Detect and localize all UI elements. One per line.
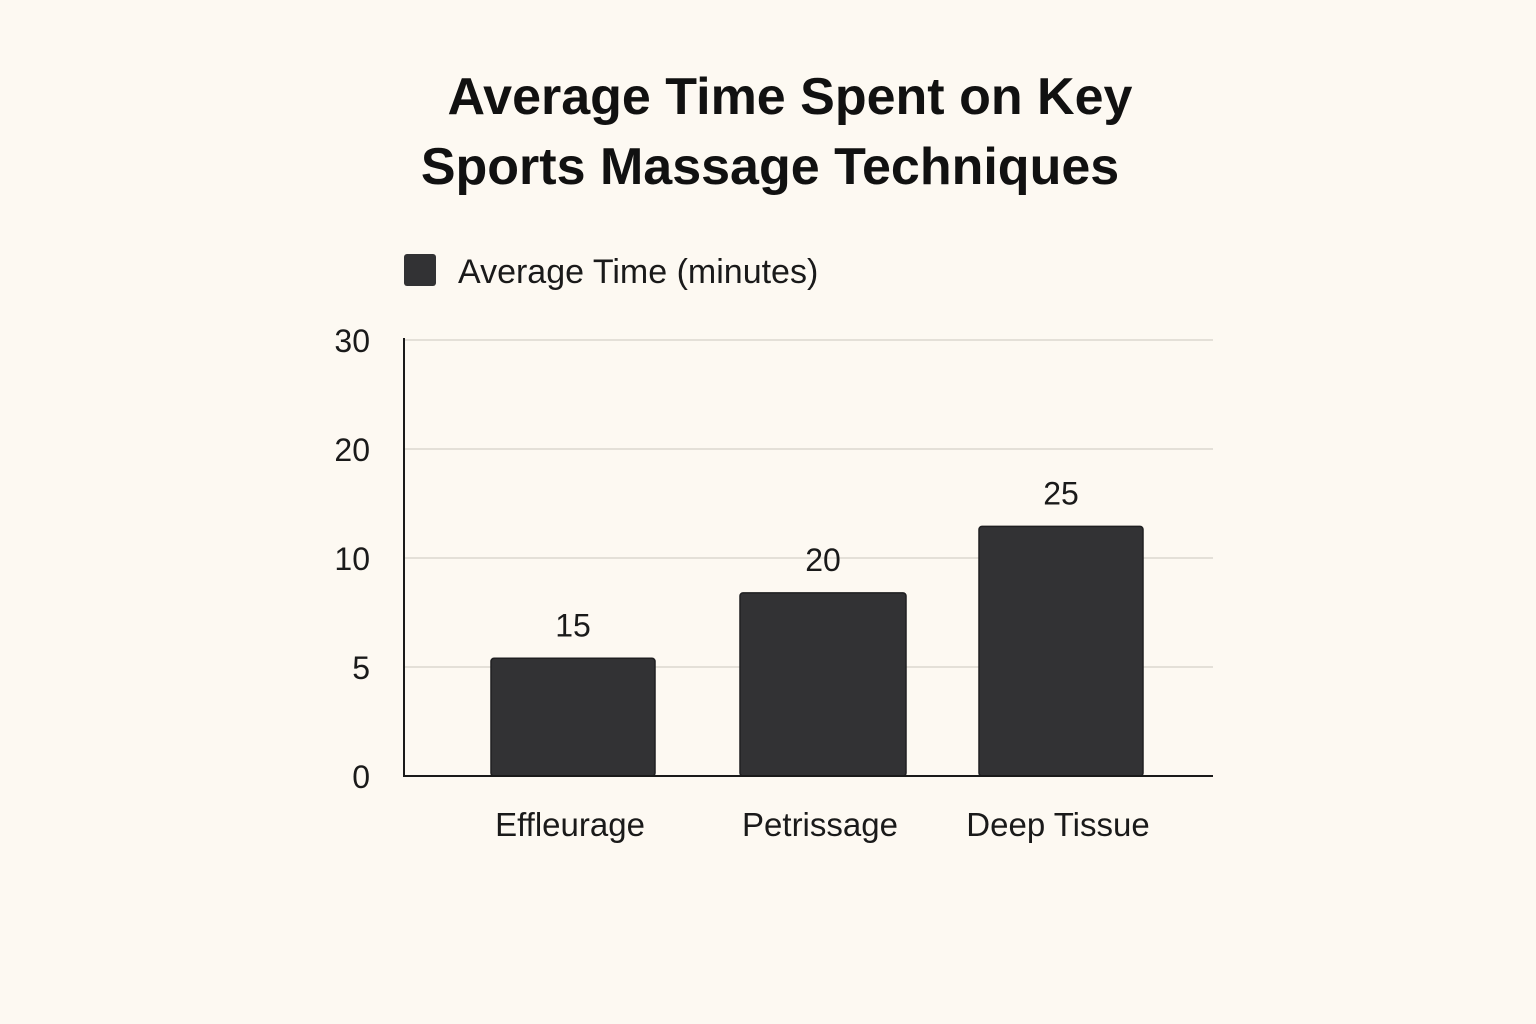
y-tick-label-10: 10 xyxy=(334,541,370,577)
legend-swatch xyxy=(404,254,436,286)
y-tick-label-0: 0 xyxy=(352,759,370,795)
y-tick-label-20: 20 xyxy=(334,432,370,468)
x-axis-labels: Effleurage Petrissage Deep Tissue xyxy=(495,806,1150,843)
bars xyxy=(490,525,1144,777)
x-label-effleurage: Effleurage xyxy=(495,806,645,843)
data-label-deep-tissue: 25 xyxy=(1043,475,1079,511)
x-label-deep-tissue: Deep Tissue xyxy=(966,806,1149,843)
y-tick-label-5: 5 xyxy=(352,650,370,686)
legend-label: Average Time (minutes) xyxy=(458,253,818,291)
x-label-petrissage: Petrissage xyxy=(742,806,898,843)
bar-deep-tissue xyxy=(978,525,1144,777)
y-tick-label-30: 30 xyxy=(334,323,370,359)
bar-effleurage xyxy=(490,657,656,777)
bar-petrissage xyxy=(739,592,907,777)
data-label-petrissage: 20 xyxy=(805,542,841,578)
data-label-effleurage: 15 xyxy=(555,607,591,643)
chart-title-line-2: Sports Massage Techniques xyxy=(421,138,1119,196)
bar-data-labels: 15 20 25 xyxy=(555,475,1079,643)
chart-title-line-1: Average Time Spent on Key xyxy=(448,68,1133,126)
y-axis-ticks: 0 5 10 20 30 xyxy=(334,323,370,795)
